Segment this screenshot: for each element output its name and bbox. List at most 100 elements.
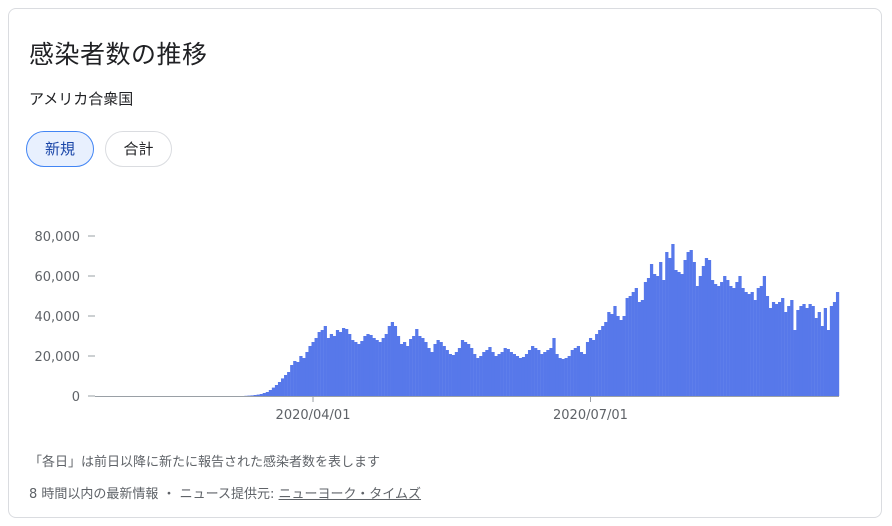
bar[interactable]: [799, 306, 803, 396]
bar[interactable]: [653, 274, 657, 396]
bar[interactable]: [802, 304, 806, 396]
bar[interactable]: [402, 342, 407, 396]
bar[interactable]: [381, 338, 385, 396]
bar[interactable]: [610, 314, 614, 396]
bar[interactable]: [561, 359, 565, 396]
bar[interactable]: [503, 348, 507, 396]
bar[interactable]: [582, 354, 587, 396]
bar[interactable]: [290, 365, 294, 396]
bar[interactable]: [808, 304, 812, 396]
bar[interactable]: [341, 328, 346, 396]
tab-new[interactable]: 新規: [26, 131, 94, 167]
bar[interactable]: [479, 356, 483, 396]
bar[interactable]: [817, 312, 821, 396]
bar[interactable]: [598, 330, 602, 396]
bar[interactable]: [476, 358, 480, 396]
bar[interactable]: [515, 356, 520, 396]
bar[interactable]: [308, 346, 312, 396]
bar[interactable]: [406, 346, 410, 396]
bar[interactable]: [692, 262, 696, 396]
bar[interactable]: [671, 244, 675, 396]
bar[interactable]: [616, 316, 620, 396]
bar[interactable]: [494, 356, 498, 396]
bar[interactable]: [491, 352, 495, 396]
bar[interactable]: [287, 372, 291, 396]
bar[interactable]: [323, 326, 327, 396]
bar[interactable]: [418, 336, 422, 396]
bar[interactable]: [375, 340, 379, 396]
bar[interactable]: [732, 288, 736, 396]
bar[interactable]: [445, 350, 449, 396]
bar[interactable]: [415, 329, 419, 396]
bar[interactable]: [281, 378, 285, 396]
bar[interactable]: [790, 300, 794, 396]
bar[interactable]: [744, 292, 748, 396]
bar[interactable]: [601, 326, 605, 396]
bar[interactable]: [421, 338, 425, 396]
bar[interactable]: [451, 355, 455, 396]
bar[interactable]: [668, 258, 672, 396]
bar[interactable]: [497, 354, 501, 396]
bar[interactable]: [710, 280, 715, 396]
bar[interactable]: [564, 358, 568, 396]
bar[interactable]: [820, 326, 824, 396]
bar[interactable]: [713, 284, 718, 396]
bar[interactable]: [640, 300, 645, 396]
bar[interactable]: [320, 330, 324, 396]
bar[interactable]: [720, 282, 724, 396]
bar[interactable]: [253, 395, 257, 396]
bar[interactable]: [665, 252, 669, 396]
bar[interactable]: [399, 344, 404, 396]
bar[interactable]: [829, 306, 834, 396]
bar[interactable]: [332, 336, 337, 396]
bar[interactable]: [384, 334, 388, 396]
bar[interactable]: [424, 342, 428, 396]
bar[interactable]: [506, 349, 510, 396]
bar[interactable]: [686, 252, 690, 396]
bar[interactable]: [793, 330, 797, 396]
bar[interactable]: [759, 286, 763, 396]
bar[interactable]: [284, 375, 288, 396]
bar[interactable]: [646, 278, 651, 396]
bar[interactable]: [436, 340, 440, 396]
bar[interactable]: [335, 330, 340, 396]
bar[interactable]: [357, 344, 361, 396]
bar[interactable]: [271, 387, 276, 396]
bar[interactable]: [482, 352, 486, 396]
bar[interactable]: [628, 296, 632, 396]
bar[interactable]: [314, 338, 318, 396]
bar[interactable]: [774, 304, 779, 396]
bar[interactable]: [448, 354, 452, 396]
bar[interactable]: [485, 350, 489, 396]
bar[interactable]: [613, 306, 617, 396]
bar[interactable]: [274, 385, 279, 396]
bar[interactable]: [781, 298, 785, 396]
bar[interactable]: [518, 358, 523, 396]
bar[interactable]: [738, 276, 742, 396]
bar[interactable]: [296, 362, 300, 396]
bar[interactable]: [805, 308, 809, 396]
bar[interactable]: [625, 298, 629, 396]
tab-total[interactable]: 合計: [105, 131, 172, 167]
bar[interactable]: [531, 346, 535, 396]
bar[interactable]: [351, 340, 355, 396]
bar[interactable]: [796, 310, 800, 396]
bar[interactable]: [537, 350, 541, 396]
bar[interactable]: [595, 334, 599, 396]
bar[interactable]: [631, 292, 635, 396]
bar[interactable]: [747, 294, 751, 396]
bar[interactable]: [649, 264, 654, 396]
bar[interactable]: [390, 322, 395, 396]
bar[interactable]: [576, 346, 581, 396]
bar[interactable]: [454, 352, 459, 396]
bar[interactable]: [750, 292, 754, 396]
bar[interactable]: [372, 338, 376, 396]
bar[interactable]: [412, 336, 416, 396]
bar[interactable]: [555, 354, 559, 396]
bar[interactable]: [378, 342, 382, 396]
bar[interactable]: [765, 296, 770, 396]
bar[interactable]: [430, 352, 434, 396]
bar[interactable]: [656, 276, 660, 396]
bar[interactable]: [524, 354, 529, 396]
bar[interactable]: [567, 356, 571, 396]
